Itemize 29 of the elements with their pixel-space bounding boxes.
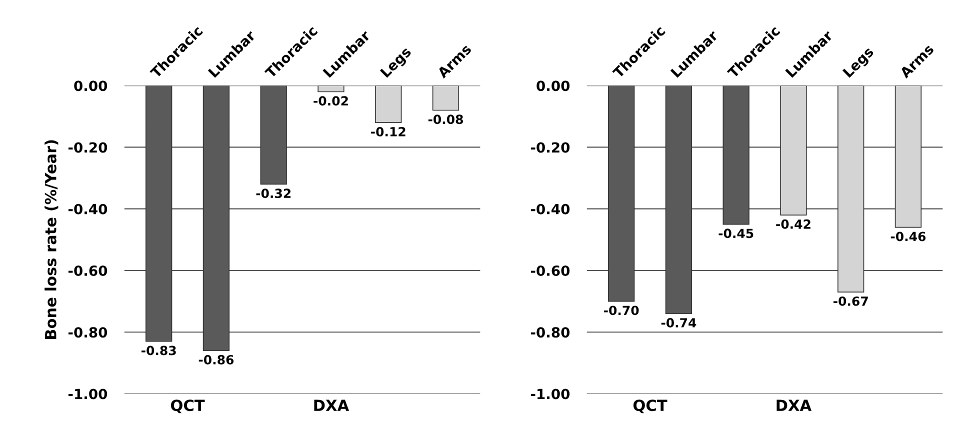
data-label: -0.08 bbox=[428, 114, 463, 124]
y-tick-label: -0.60 bbox=[68, 265, 108, 276]
y-tick-label: -1.00 bbox=[530, 388, 570, 400]
y-tick-label: -1.00 bbox=[68, 388, 108, 400]
data-label: -0.45 bbox=[718, 228, 754, 238]
y-tick-label: -0.80 bbox=[530, 327, 570, 338]
data-label: -0.46 bbox=[890, 232, 926, 242]
data-label: -0.74 bbox=[661, 318, 696, 328]
y-axis-title: Bone loss rate (%/Year) bbox=[44, 140, 58, 340]
text: QCT bbox=[633, 400, 668, 414]
y-tick-label: -0.60 bbox=[530, 265, 570, 276]
y-tick-label: -0.20 bbox=[530, 142, 570, 153]
data-label: -0.86 bbox=[198, 355, 234, 364]
y-tick-label: 0.00 bbox=[74, 80, 108, 92]
text: DXA bbox=[314, 400, 350, 411]
y-tick-label: -0.40 bbox=[68, 204, 108, 214]
data-label: -0.02 bbox=[314, 96, 348, 106]
y-tick-label: 0.00 bbox=[536, 80, 570, 92]
y-tick-label: -0.80 bbox=[68, 327, 108, 338]
text: DXA bbox=[776, 400, 812, 411]
data-label: -0.12 bbox=[371, 126, 406, 136]
y-tick-label: -0.40 bbox=[530, 204, 570, 214]
data-label: -0.32 bbox=[256, 188, 291, 198]
data-label: -0.67 bbox=[834, 296, 868, 306]
data-label: -0.70 bbox=[604, 306, 639, 316]
text: QCT bbox=[170, 400, 205, 414]
y-tick-label: -0.20 bbox=[68, 142, 108, 153]
data-label: -0.83 bbox=[142, 346, 176, 356]
data-label: -0.42 bbox=[776, 219, 810, 229]
